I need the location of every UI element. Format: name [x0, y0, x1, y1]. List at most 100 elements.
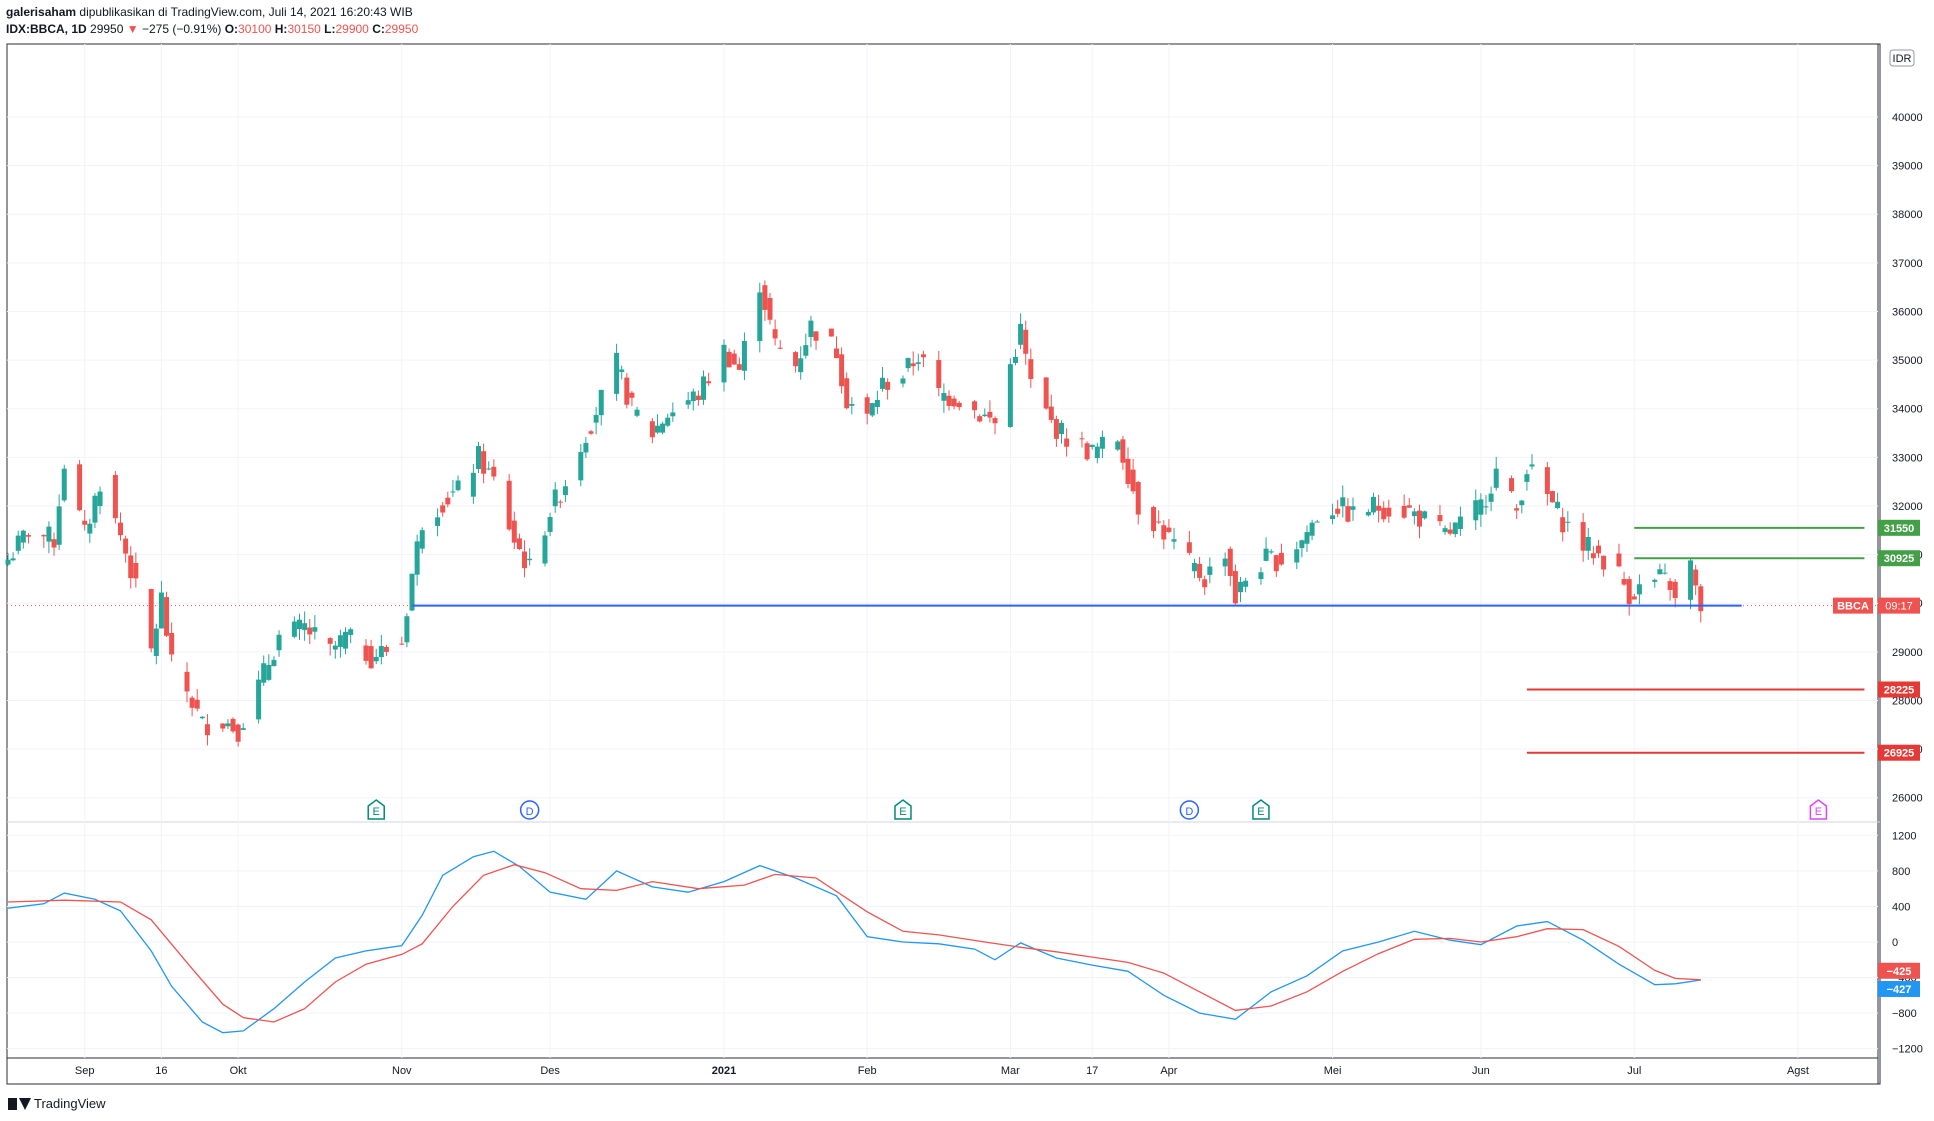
candle-body [1519, 500, 1525, 506]
candle-body [148, 589, 154, 649]
candle-body [1585, 536, 1591, 551]
candle-body [619, 369, 625, 372]
candle-body [972, 401, 978, 411]
candle-body [1048, 406, 1054, 420]
countdown-tag-text: 09:17 [1885, 601, 1913, 613]
time-tick-label: 2021 [712, 1065, 736, 1077]
event-label: D [1185, 806, 1193, 818]
price-tag-30925 [1878, 550, 1920, 567]
candle-body [1330, 515, 1336, 519]
macd-signal-line [7, 864, 1701, 1023]
candle-body [261, 663, 267, 683]
close-value: 29950 [384, 22, 419, 36]
candle-body [803, 345, 809, 356]
candle-body [1232, 571, 1238, 604]
candle-body [956, 402, 962, 408]
candle-body [1258, 572, 1264, 580]
candle-body [476, 446, 481, 470]
candle-body [419, 530, 425, 549]
candle-body [1565, 521, 1571, 523]
price-tick-label: 29000 [1892, 647, 1923, 659]
candle-body [256, 679, 262, 720]
candle-body [1652, 579, 1658, 582]
candle-body [1202, 579, 1208, 588]
candle-body [946, 395, 952, 406]
time-tick-label: Apr [1160, 1065, 1177, 1077]
candle-body [1094, 446, 1100, 458]
candle-body [695, 395, 701, 401]
candle-body [1197, 563, 1203, 578]
candle-body [450, 491, 456, 493]
candle-body [1125, 458, 1131, 484]
candle-body [1417, 510, 1422, 527]
candle-body [874, 399, 880, 407]
candle-body [1135, 482, 1141, 515]
candle-body [481, 451, 487, 474]
candle-body [1084, 443, 1090, 460]
candle-body [1370, 496, 1376, 513]
candle-body [1028, 359, 1034, 380]
price-tick-label: 26000 [1892, 793, 1923, 805]
candle-body [516, 538, 522, 550]
publish-text: dipublikasikan di TradingView.com, Juli … [79, 5, 413, 19]
candle-body [910, 363, 916, 367]
candle-body [1350, 506, 1356, 510]
candle-body [363, 645, 369, 661]
candle-body [10, 558, 16, 561]
time-tick-label: Jul [1627, 1065, 1641, 1077]
macd-tick-label: 0 [1892, 937, 1898, 949]
candle-body [1381, 507, 1387, 520]
candle-body [992, 418, 998, 424]
candle-body [951, 398, 957, 407]
candle-body [583, 442, 589, 453]
event-label: E [1815, 806, 1822, 818]
price-tag-text: 26925 [1884, 748, 1915, 760]
candle-body [1524, 474, 1530, 482]
candle-body [649, 421, 655, 438]
candle-body [92, 495, 98, 523]
candle-body [440, 505, 446, 513]
candle-body [905, 357, 911, 369]
event-label: E [373, 806, 380, 818]
candle-body [1365, 512, 1371, 516]
time-tick-label: Jun [1472, 1065, 1490, 1077]
candle-body [470, 472, 476, 497]
time-tick-label: Feb [858, 1065, 877, 1077]
candle-body [266, 664, 272, 680]
candle-body [1299, 540, 1305, 549]
earnings-event-icon [1809, 799, 1828, 820]
candle-body [1672, 581, 1678, 599]
candle-body [1457, 516, 1463, 529]
candle-body [1309, 522, 1315, 536]
candle-body [665, 417, 671, 426]
candle-body [690, 391, 696, 402]
candle-body [885, 381, 891, 390]
candle-body [527, 558, 533, 561]
candle-body [869, 403, 875, 416]
candle-body [1207, 566, 1213, 575]
candle-body [435, 517, 441, 526]
candle-body [701, 376, 707, 400]
time-tick-label: Agst [1787, 1065, 1809, 1077]
candle-body [343, 631, 349, 649]
candle-body [833, 348, 839, 359]
candle-body [61, 468, 67, 501]
candle-body [373, 656, 379, 662]
candle-body [741, 340, 747, 371]
candle-body [486, 468, 492, 470]
macd-value-tag [1878, 980, 1920, 997]
low-label: L: [324, 22, 336, 36]
macd-value-tag [1878, 962, 1920, 979]
candle-body [629, 392, 635, 398]
candle-body [1053, 419, 1059, 439]
event-label: E [899, 806, 906, 818]
candle-body [762, 285, 768, 310]
candle-body [1693, 569, 1699, 586]
candle-body [123, 538, 129, 554]
candle-body [777, 347, 783, 349]
candle-body [455, 480, 461, 491]
candle-body [41, 534, 47, 537]
candle-body [189, 697, 195, 708]
candle-body [399, 643, 405, 645]
